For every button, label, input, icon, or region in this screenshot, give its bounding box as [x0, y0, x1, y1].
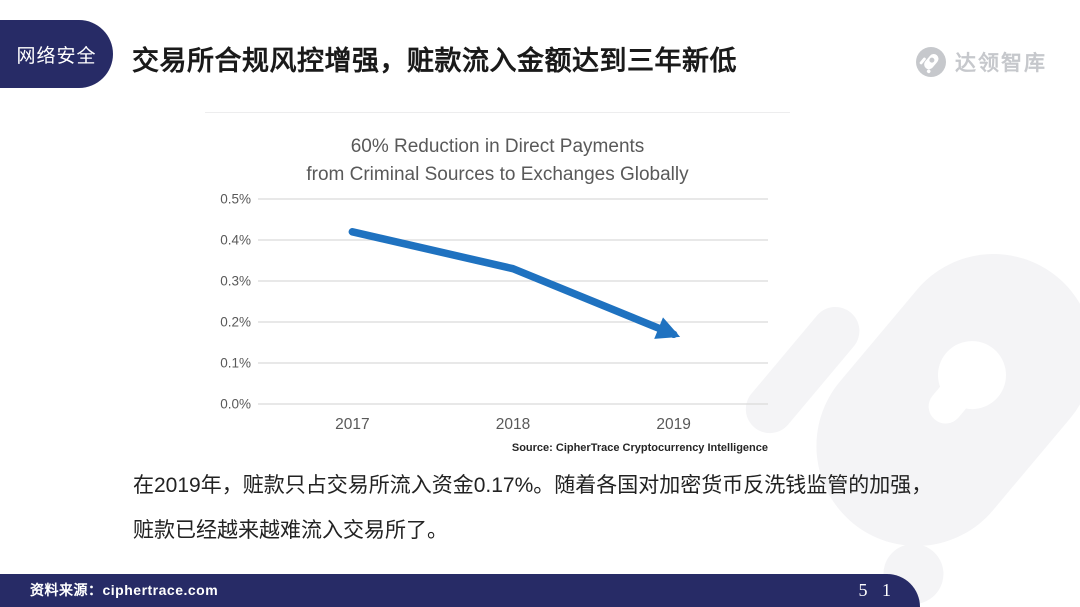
svg-text:0.3%: 0.3% — [220, 274, 251, 289]
page-title: 交易所合规风控增强，赃款流入金额达到三年新低 — [132, 46, 737, 76]
chart-source: Source: CipherTrace Cryptocurrency Intel… — [511, 442, 768, 454]
svg-text:2018: 2018 — [496, 416, 530, 433]
svg-text:2017: 2017 — [335, 416, 369, 433]
brand-logo-meteor-icon — [916, 47, 946, 77]
svg-text:2019: 2019 — [656, 416, 690, 433]
svg-text:0.4%: 0.4% — [220, 233, 251, 248]
chart: 60% Reduction in Direct Payments from Cr… — [205, 112, 790, 465]
chart-title-line-1: 60% Reduction in Direct Payments — [350, 136, 645, 157]
body-text-line-2: 赃款已经越来越难流入交易所了。 — [133, 519, 448, 542]
brand-logo-text: 达领智库 — [955, 52, 1047, 75]
footer-bar: 资料来源：ciphertrace.com 5 1 — [0, 574, 920, 607]
body-text-line-1: 在2019年，赃款只占交易所流入资金0.17%。随着各国对加密货币反洗钱监管的加… — [133, 474, 933, 497]
page-number: 5 1 — [858, 580, 896, 600]
chart-plot: 0.0% 0.1% 0.2% 0.3% 0.4% 0.5% 2017 2018 2019 — [220, 192, 768, 433]
body-text: 在2019年，赃款只占交易所流入资金0.17%。随着各国对加密货币反洗钱监管的加… — [133, 463, 932, 553]
svg-text:0.5%: 0.5% — [220, 192, 251, 207]
svg-text:0.2%: 0.2% — [220, 315, 251, 330]
category-badge-label: 网络安全 — [16, 45, 97, 67]
svg-text:0.1%: 0.1% — [220, 356, 251, 371]
chart-title-line-2: from Criminal Sources to Exchanges Globa… — [306, 164, 689, 185]
footer-source: 资料来源：ciphertrace.com — [30, 582, 219, 598]
category-badge: 网络安全 — [0, 20, 113, 88]
watermark-meteor-logo — [745, 254, 1080, 604]
svg-text:0.0%: 0.0% — [220, 397, 251, 412]
chart-title: 60% Reduction in Direct Payments from Cr… — [205, 133, 790, 189]
brand-logo: 达领智库 — [916, 47, 1047, 77]
